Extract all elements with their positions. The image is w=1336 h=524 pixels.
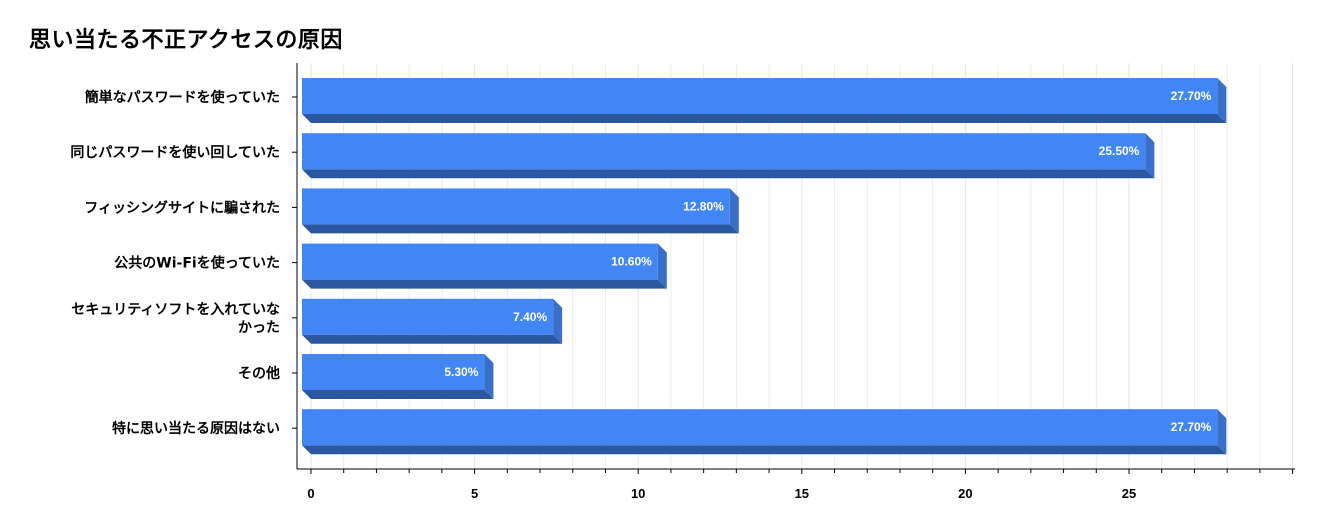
x-tick-label: 15	[795, 486, 809, 501]
bars	[302, 78, 1227, 455]
category-label: 公共のWi-Fiを使っていた	[114, 255, 280, 272]
category-label: 簡単なパスワードを使っていた	[85, 89, 280, 106]
bar	[302, 354, 485, 390]
bar-side-face	[657, 243, 667, 289]
bar-bottom-face	[302, 169, 1155, 179]
axes	[292, 63, 1295, 474]
bar-bottom-face	[302, 390, 494, 399]
bar-side-face	[729, 188, 739, 234]
bar-value-label: 7.40%	[513, 310, 547, 324]
bar-value-label: 10.60%	[611, 255, 652, 269]
bar-side-face	[1145, 133, 1155, 179]
category-label: フィッシングサイトに騙された	[84, 199, 280, 216]
bar-value-label: 27.70%	[1171, 420, 1212, 434]
category-label: 同じパスワードを使い回していた	[70, 144, 280, 161]
x-tick-label: 5	[471, 486, 478, 501]
bar-value-label: 25.50%	[1099, 144, 1140, 158]
category-label: その他	[238, 365, 280, 382]
category-label: 特に思い当たる原因はない	[112, 420, 280, 437]
bar-value-label: 27.70%	[1171, 89, 1212, 103]
bar-side-face	[484, 354, 494, 399]
bar-side-face	[1217, 409, 1227, 455]
bar-side-face	[553, 298, 563, 344]
bar-bottom-face	[302, 445, 1227, 455]
bar	[302, 78, 1218, 114]
category-label: セキュリティソフトを入れていなかった	[71, 302, 280, 336]
labels: 0 5 10 15 20 25 27.70% 簡単なパスワードを使っていた 25.50% 同じパス…	[70, 89, 1211, 501]
x-tick-label: 25	[1122, 486, 1136, 501]
bar-value-label: 5.30%	[444, 365, 478, 379]
bar	[302, 298, 554, 335]
bar	[302, 188, 730, 225]
bar-value-label: 12.80%	[683, 199, 724, 213]
x-tick-label: 20	[958, 486, 972, 501]
x-tick-label: 10	[631, 486, 645, 501]
bar-bottom-face	[302, 279, 667, 289]
bar-bottom-face	[302, 114, 1227, 123]
bar	[302, 409, 1218, 446]
bar	[302, 243, 658, 280]
bar-bottom-face	[302, 334, 563, 344]
x-tick-label: 0	[307, 486, 314, 501]
bar	[302, 133, 1146, 170]
bar-bottom-face	[302, 224, 739, 234]
bar-side-face	[1217, 78, 1227, 123]
chart-title: 思い当たる不正アクセスの原因	[29, 28, 343, 53]
